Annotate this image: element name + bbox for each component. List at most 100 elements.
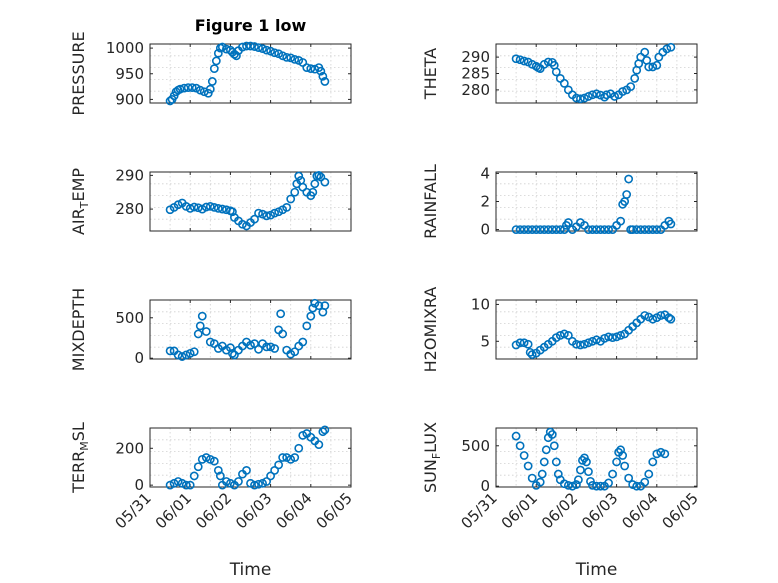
data-point — [652, 60, 662, 70]
data-point — [246, 340, 255, 350]
data-point — [262, 477, 271, 486]
data-point — [181, 350, 191, 360]
data-point — [290, 187, 300, 197]
data-point — [576, 465, 585, 475]
data-point — [195, 85, 205, 95]
data-point — [531, 225, 541, 234]
series-points — [165, 41, 330, 106]
data-point — [604, 225, 613, 234]
y-axis-label: AIRTEMP — [69, 168, 91, 235]
data-point — [290, 54, 300, 64]
data-point — [612, 332, 621, 342]
series-points — [511, 310, 676, 359]
data-point — [563, 218, 573, 227]
data-point — [567, 481, 577, 491]
data-point — [278, 51, 288, 61]
data-point — [173, 200, 183, 210]
data-point — [559, 479, 569, 489]
data-point — [572, 93, 581, 103]
data-point — [576, 340, 585, 350]
y-tick-label: 280 — [461, 81, 490, 99]
data-point — [656, 311, 666, 320]
data-point — [535, 225, 545, 234]
data-point — [588, 336, 597, 346]
data-point — [630, 74, 640, 83]
subplot-rainfall: 0 2 4 RAINFALL — [421, 164, 698, 239]
data-point — [584, 467, 593, 477]
data-point — [187, 83, 197, 93]
data-point — [652, 449, 662, 459]
y-tick-label: 900 — [115, 90, 144, 108]
data-point — [563, 480, 573, 490]
series-points — [511, 427, 670, 491]
data-point — [213, 204, 223, 213]
y-tick-label: 1000 — [106, 39, 144, 57]
data-point — [626, 82, 636, 92]
data-point — [578, 455, 587, 465]
data-point — [576, 94, 585, 104]
y-axis-label: SUNFLUX — [421, 422, 443, 493]
data-point — [604, 332, 613, 342]
data-point — [274, 460, 284, 470]
data-point — [189, 471, 199, 481]
data-point — [258, 44, 267, 54]
grid-lines — [496, 172, 697, 231]
data-point — [290, 453, 300, 462]
data-point — [282, 202, 292, 212]
data-point — [622, 190, 632, 199]
data-point — [232, 51, 241, 61]
data-point — [320, 77, 330, 86]
data-point — [666, 219, 676, 229]
data-point — [250, 480, 259, 490]
data-point — [620, 461, 630, 471]
data-point — [519, 338, 529, 348]
data-point — [551, 67, 561, 77]
data-point — [193, 203, 203, 213]
data-point — [547, 430, 557, 439]
data-point — [228, 207, 237, 217]
data-point — [666, 42, 676, 52]
series-points — [165, 425, 330, 490]
data-point — [320, 301, 330, 311]
data-point — [592, 225, 601, 234]
data-point — [207, 77, 217, 86]
data-point — [555, 330, 565, 340]
data-point — [612, 457, 621, 467]
data-point — [314, 301, 324, 311]
data-point — [519, 56, 529, 66]
data-point — [290, 347, 300, 357]
data-point — [527, 350, 537, 359]
axes-box — [149, 171, 352, 232]
series-points — [511, 174, 676, 234]
data-point — [640, 47, 650, 57]
data-point — [648, 457, 658, 467]
data-point — [173, 350, 183, 360]
data-point — [644, 225, 654, 234]
data-point — [189, 347, 199, 357]
data-point — [656, 447, 666, 457]
data-point — [640, 311, 650, 320]
data-point — [559, 225, 569, 234]
data-point — [211, 56, 221, 66]
data-point — [185, 204, 195, 213]
data-point — [535, 477, 545, 487]
data-point — [553, 469, 563, 479]
series-points — [165, 298, 330, 361]
data-point — [572, 480, 581, 489]
data-point — [242, 466, 251, 475]
data-point — [602, 90, 611, 100]
data-point — [559, 78, 569, 88]
data-point — [640, 225, 650, 234]
data-point — [640, 477, 650, 487]
data-point — [234, 477, 243, 486]
data-point — [193, 329, 203, 339]
data-point — [523, 461, 533, 471]
data-point — [610, 92, 619, 101]
data-point — [574, 475, 583, 485]
data-point — [314, 170, 324, 180]
axes-box — [495, 299, 698, 360]
data-point — [254, 479, 263, 489]
data-point — [648, 225, 658, 234]
data-point — [266, 46, 275, 56]
